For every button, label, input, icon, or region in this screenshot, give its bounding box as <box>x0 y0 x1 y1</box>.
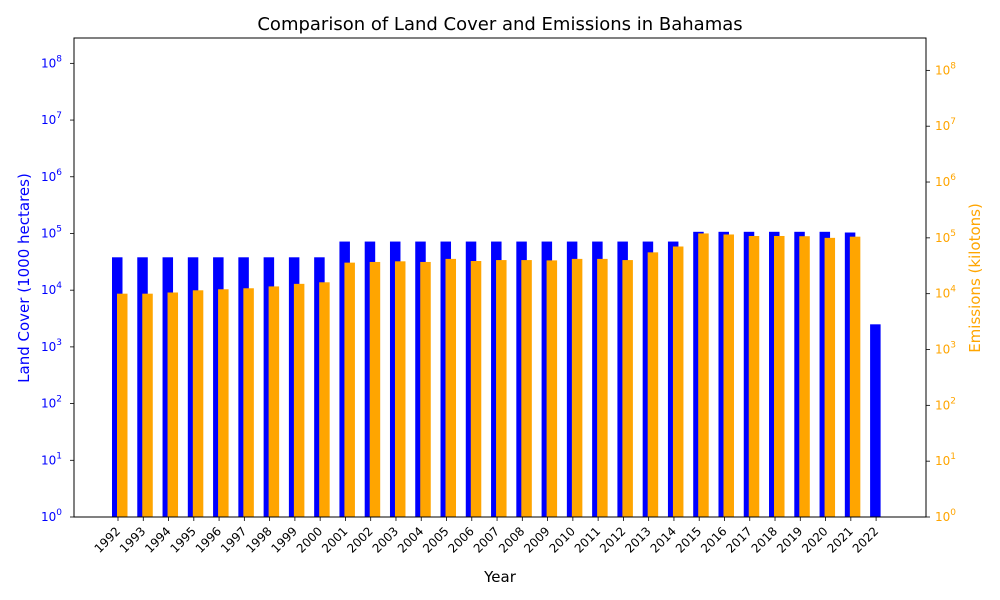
x-tick-label-2018: 2018 <box>749 524 780 555</box>
y-right-tick-label-0: 100 <box>935 508 956 524</box>
x-tick-label-2010: 2010 <box>546 524 577 555</box>
bar-emissions-1999 <box>293 283 305 517</box>
x-tick-label-2020: 2020 <box>799 524 830 555</box>
y-left-tick-label-0: 100 <box>41 508 62 524</box>
bar-emissions-1995 <box>192 290 204 517</box>
bar-emissions-1996 <box>218 289 229 517</box>
x-tick-label-2017: 2017 <box>723 524 754 555</box>
bar-land-cover-2022 <box>870 324 881 517</box>
x-tick-label-1993: 1993 <box>117 524 148 555</box>
bar-emissions-2021 <box>849 236 861 518</box>
bar-emissions-2013 <box>647 252 659 517</box>
y-left-tick-label-2: 102 <box>41 395 62 411</box>
x-tick-label-1997: 1997 <box>218 524 249 555</box>
x-tick-label-1995: 1995 <box>167 524 198 555</box>
x-tick-label-2021: 2021 <box>824 524 855 555</box>
y-right-tick-label-7: 107 <box>935 117 956 133</box>
bar-emissions-2010 <box>571 258 583 517</box>
x-tick-label-2016: 2016 <box>698 524 729 555</box>
bars-layer <box>112 231 881 518</box>
bar-emissions-2017 <box>748 235 760 518</box>
y-left-tick-label-3: 103 <box>41 338 62 354</box>
y-right-tick-label-4: 104 <box>935 285 956 301</box>
bar-emissions-2007 <box>496 260 507 517</box>
bar-emissions-1997 <box>243 288 254 517</box>
bar-emissions-2002 <box>369 261 381 517</box>
x-tick-label-1996: 1996 <box>193 524 224 555</box>
bar-emissions-2015 <box>698 233 709 517</box>
bar-emissions-2001 <box>344 262 355 517</box>
bar-emissions-2005 <box>445 258 457 517</box>
plot-frame <box>73 37 927 518</box>
chart-title: Comparison of Land Cover and Emissions i… <box>257 14 742 35</box>
bar-emissions-2014 <box>672 246 684 517</box>
x-tick-label-2004: 2004 <box>395 524 426 555</box>
y-left-tick-label-1: 101 <box>41 451 62 467</box>
x-tick-label-1998: 1998 <box>243 524 274 555</box>
y-left-tick-label-5: 105 <box>41 224 62 240</box>
bar-emissions-2004 <box>420 261 431 517</box>
y-axis-label-right: Emissions (kilotons) <box>966 203 984 353</box>
bar-emissions-1994 <box>167 292 179 517</box>
y-right-tick-label-5: 105 <box>935 229 956 245</box>
x-tick-label-2008: 2008 <box>496 524 527 555</box>
bar-emissions-2011 <box>597 258 608 517</box>
y-right-tick-label-6: 106 <box>935 173 956 189</box>
x-tick-label-2022: 2022 <box>850 524 881 555</box>
bar-emissions-2018 <box>774 235 785 518</box>
x-tick-label-2001: 2001 <box>319 524 350 555</box>
y-left-tick-label-7: 107 <box>41 111 62 127</box>
bar-emissions-2016 <box>723 234 734 517</box>
x-tick-label-2011: 2011 <box>572 524 603 555</box>
x-tick-label-2015: 2015 <box>673 524 704 555</box>
x-tick-label-2007: 2007 <box>471 524 502 555</box>
x-tick-label-2012: 2012 <box>597 524 628 555</box>
bar-emissions-2000 <box>319 282 330 517</box>
y-left-tick-label-4: 104 <box>41 281 62 297</box>
y-left-tick-label-8: 108 <box>41 54 62 70</box>
bar-emissions-2019 <box>799 236 810 517</box>
x-tick-label-2002: 2002 <box>344 524 375 555</box>
bar-emissions-1993 <box>142 293 153 517</box>
x-tick-label-2003: 2003 <box>370 524 401 555</box>
y-right-tick-label-8: 108 <box>935 61 956 77</box>
y-axis-label-left: Land Cover (1000 hectares) <box>15 173 33 383</box>
x-tick-label-1992: 1992 <box>92 524 123 555</box>
x-tick-label-2006: 2006 <box>445 524 476 555</box>
x-tick-label-2000: 2000 <box>294 524 325 555</box>
x-tick-label-1999: 1999 <box>269 524 300 555</box>
x-tick-label-2019: 2019 <box>774 524 805 555</box>
x-tick-label-2013: 2013 <box>622 524 653 555</box>
bar-emissions-2008 <box>521 260 532 517</box>
y-left-tick-label-6: 106 <box>41 168 62 184</box>
x-tick-label-2009: 2009 <box>521 524 552 555</box>
bar-emissions-2020 <box>824 237 836 518</box>
bar-emissions-1998 <box>268 286 280 517</box>
bar-emissions-2012 <box>622 260 633 517</box>
y-right-tick-label-3: 103 <box>935 341 956 357</box>
bar-emissions-2009 <box>546 260 558 517</box>
x-tick-label-2005: 2005 <box>420 524 451 555</box>
bar-emissions-1992 <box>117 293 128 517</box>
bar-emissions-2003 <box>394 261 406 517</box>
x-tick-label-1994: 1994 <box>142 524 173 555</box>
x-tick-label-2014: 2014 <box>648 524 679 555</box>
y-right-tick-label-1: 101 <box>935 452 956 468</box>
y-right-tick-label-2: 102 <box>935 396 956 412</box>
x-axis-label: Year <box>483 568 517 586</box>
bar-emissions-2006 <box>470 261 482 517</box>
